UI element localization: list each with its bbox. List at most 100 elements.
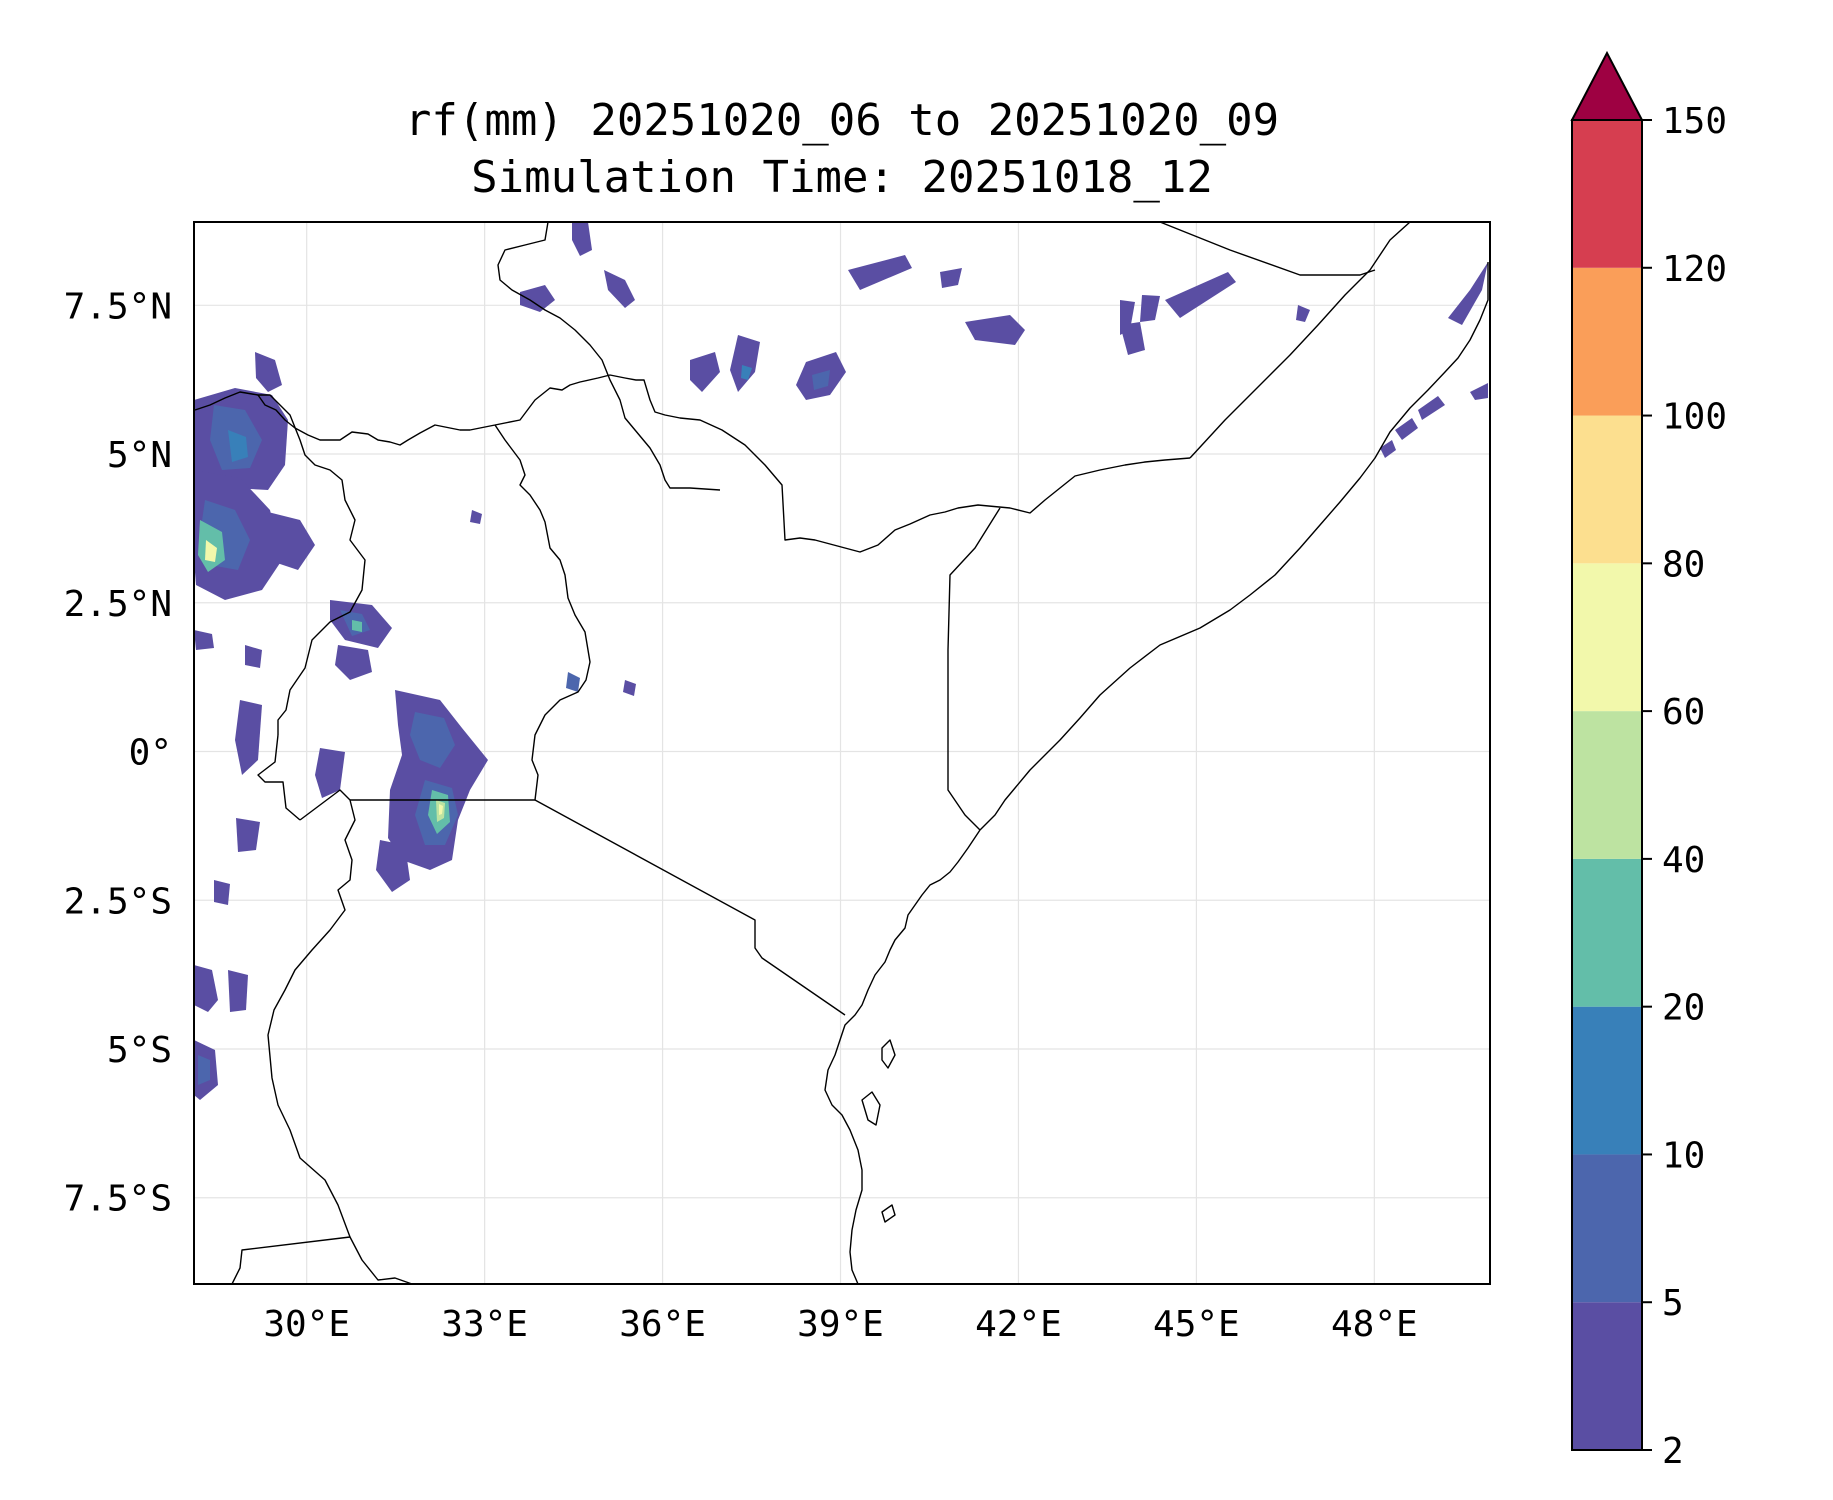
rain-cell bbox=[439, 804, 443, 815]
border-line bbox=[497, 221, 721, 491]
colorbar-tick-label: 80 bbox=[1662, 544, 1705, 585]
island-outline bbox=[881, 1204, 896, 1223]
coastline bbox=[824, 829, 981, 1285]
lon-tick-label: 36°E bbox=[619, 1304, 706, 1345]
island-outline bbox=[861, 1091, 881, 1126]
rain-cell bbox=[470, 510, 482, 524]
rain-cell bbox=[940, 268, 962, 288]
border-line bbox=[194, 391, 366, 735]
rain-cell bbox=[228, 430, 248, 462]
colorbar-tick-label: 120 bbox=[1662, 249, 1727, 290]
rain-cell bbox=[1418, 396, 1445, 420]
colorbar-extend-arrow bbox=[1570, 50, 1644, 121]
rain-cell bbox=[520, 285, 555, 312]
rain-cell bbox=[965, 315, 1025, 345]
rain-cell bbox=[1380, 440, 1396, 458]
colorbar-segment bbox=[1572, 1302, 1642, 1450]
colorbar-segment bbox=[1572, 563, 1642, 712]
rain-cell bbox=[352, 620, 362, 632]
colorbar-segment bbox=[1572, 267, 1642, 416]
longitude-tick-labels: 30°E 33°E 36°E 39°E 42°E 45°E 48°E bbox=[263, 1304, 1417, 1345]
map-frame bbox=[193, 221, 1491, 1285]
country-borders bbox=[194, 221, 1489, 1285]
rain-cell bbox=[1120, 322, 1145, 355]
rain-cell bbox=[245, 645, 262, 668]
colorbar-segment bbox=[1572, 120, 1642, 268]
map-background bbox=[194, 222, 1490, 1284]
border-line bbox=[494, 424, 591, 801]
rain-cell bbox=[194, 965, 218, 1012]
rain-cell bbox=[572, 222, 592, 256]
rain-cell bbox=[1165, 272, 1236, 318]
lat-tick-label: 5°N bbox=[107, 435, 172, 476]
lat-tick-label: 0° bbox=[129, 733, 172, 774]
rain-cell bbox=[690, 352, 720, 392]
border-line bbox=[947, 507, 1001, 831]
colorbar-tick-labels: 2 5 10 20 40 60 80 100 120 150 bbox=[1642, 101, 1727, 1472]
rain-cell bbox=[205, 540, 217, 562]
title-line-1: rf(mm) 20251020_06 to 20251020_09 bbox=[405, 95, 1279, 146]
border-line bbox=[257, 734, 301, 821]
rain-cell bbox=[1140, 295, 1160, 322]
lon-tick-label: 30°E bbox=[263, 1304, 350, 1345]
rain-cell bbox=[623, 680, 636, 696]
colorbar-segment bbox=[1572, 858, 1642, 1007]
lat-tick-label: 7.5°S bbox=[64, 1179, 172, 1220]
rain-cell bbox=[1296, 305, 1310, 322]
rain-cell bbox=[741, 365, 752, 380]
rain-cell bbox=[235, 700, 262, 775]
colorbar-tick-label: 60 bbox=[1662, 692, 1705, 733]
rain-cell bbox=[730, 335, 760, 392]
rain-cell bbox=[236, 818, 260, 852]
rain-cell bbox=[198, 1055, 210, 1085]
colorbar-tick-label: 10 bbox=[1662, 1135, 1705, 1176]
rain-cell bbox=[1448, 262, 1488, 325]
colorbar-tick-label: 150 bbox=[1662, 101, 1727, 142]
rainfall-contours bbox=[194, 222, 1488, 1100]
lon-tick-label: 45°E bbox=[1153, 1304, 1240, 1345]
colorbar-segment bbox=[1572, 415, 1642, 564]
title-line-2: Simulation Time: 20251018_12 bbox=[471, 152, 1213, 203]
colorbar-tick-label: 5 bbox=[1662, 1283, 1684, 1324]
colorbar-segment bbox=[1572, 1006, 1642, 1155]
colorbar-segment bbox=[1572, 711, 1642, 859]
lat-tick-label: 7.5°N bbox=[64, 286, 172, 327]
lon-tick-label: 39°E bbox=[797, 1304, 884, 1345]
colorbar-segments bbox=[1572, 120, 1642, 1450]
border-line bbox=[494, 374, 1191, 553]
rain-cell bbox=[228, 970, 248, 1012]
rain-cell bbox=[812, 370, 830, 390]
lat-tick-label: 2.5°N bbox=[64, 584, 172, 625]
border-line bbox=[231, 1236, 413, 1285]
colorbar-frame bbox=[1571, 119, 1643, 1451]
colorbar-tick-label: 2 bbox=[1662, 1431, 1684, 1472]
rain-cell bbox=[335, 645, 372, 680]
lon-tick-label: 48°E bbox=[1331, 1304, 1418, 1345]
rain-cell bbox=[315, 748, 345, 798]
lat-tick-label: 2.5°S bbox=[64, 881, 172, 922]
rain-cell bbox=[566, 672, 580, 692]
rain-cell bbox=[255, 510, 315, 570]
rain-cell bbox=[604, 270, 635, 308]
colorbar-tick-label: 20 bbox=[1662, 988, 1705, 1029]
latitude-tick-labels: 7.5°N 5°N 2.5°N 0° 2.5°S 5°S 7.5°S bbox=[64, 286, 172, 1219]
rain-cell bbox=[214, 880, 230, 905]
colorbar-tick-label: 40 bbox=[1662, 840, 1705, 881]
lat-tick-label: 5°S bbox=[107, 1030, 172, 1071]
border-line bbox=[1159, 221, 1376, 276]
map-panel[interactable] bbox=[193, 221, 1491, 1285]
rain-cell bbox=[848, 255, 912, 290]
rain-cell bbox=[376, 840, 410, 892]
rain-cell bbox=[1470, 383, 1488, 400]
colorbar-tick-label: 100 bbox=[1662, 397, 1727, 438]
rain-cell bbox=[255, 352, 282, 392]
rain-cell bbox=[194, 630, 214, 650]
colorbar-segment bbox=[1572, 1154, 1642, 1303]
lon-tick-label: 42°E bbox=[975, 1304, 1062, 1345]
border-line bbox=[534, 799, 846, 1016]
border-line bbox=[267, 789, 356, 1238]
lon-tick-label: 33°E bbox=[441, 1304, 528, 1345]
island-outline bbox=[881, 1039, 896, 1069]
coastline bbox=[979, 262, 1489, 831]
